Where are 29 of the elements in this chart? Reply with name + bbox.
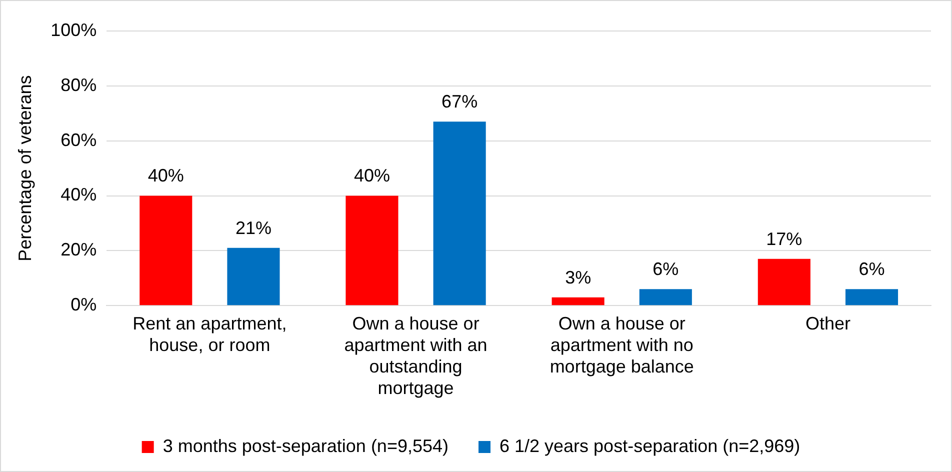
legend-label: 6 1/2 years post-separation (n=2,969) — [499, 436, 800, 456]
y-tick-label: 80% — [60, 74, 97, 95]
x-tick-label: Own a house or apartment with no mortgage balance — [550, 313, 694, 377]
x-tick-label: Rent an apartment, house, or room — [132, 313, 287, 355]
bar — [433, 122, 486, 306]
bar — [346, 196, 398, 306]
bar — [552, 297, 604, 306]
y-axis-title: Percentage of veterans — [14, 75, 35, 262]
data-label: 40% — [148, 166, 184, 186]
bar — [758, 258, 810, 306]
bar — [140, 196, 192, 306]
data-label: 40% — [354, 166, 390, 186]
data-label: 67% — [442, 92, 478, 112]
y-tick-label: 0% — [70, 294, 97, 315]
y-tick-label: 60% — [60, 130, 97, 150]
data-label: 17% — [766, 228, 802, 249]
legend-label: 3 months post-separation (n=9,554) — [162, 436, 448, 456]
y-tick-label: 20% — [60, 240, 97, 260]
y-tick-label: 40% — [60, 184, 97, 205]
bar — [639, 289, 692, 306]
data-label: 21% — [235, 218, 272, 238]
y-tick-label: 100% — [50, 20, 97, 40]
x-tick-label: Own a house or apartment with an outstanding mortgage — [344, 313, 488, 398]
data-label: 6% — [858, 259, 885, 280]
bar — [227, 248, 280, 306]
x-tick-label: Other — [805, 313, 850, 334]
data-label: 3% — [565, 267, 592, 288]
data-label: 6% — [652, 259, 679, 280]
bar — [845, 289, 898, 306]
